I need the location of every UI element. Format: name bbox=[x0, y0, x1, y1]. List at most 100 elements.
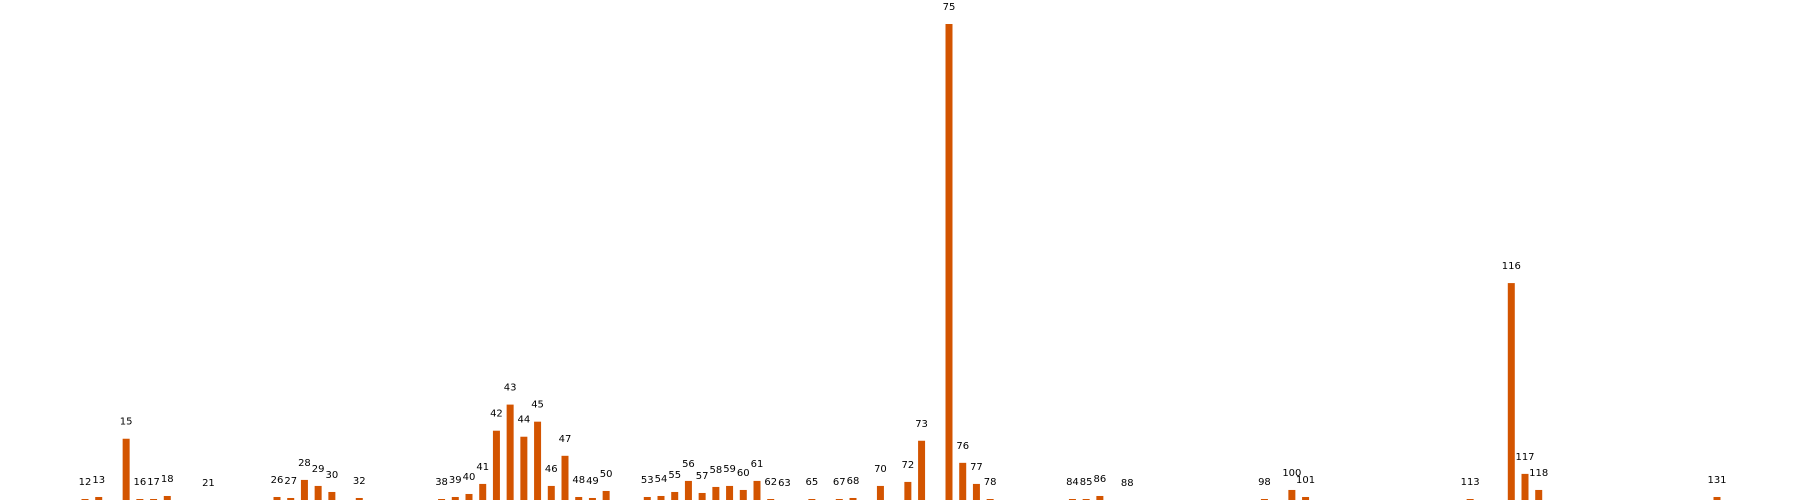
bar-43 bbox=[506, 404, 514, 500]
bar-42 bbox=[492, 430, 500, 500]
bar-label-67: 67 bbox=[833, 477, 846, 488]
bar-label-75: 75 bbox=[943, 2, 956, 13]
bar-label-88: 88 bbox=[1121, 478, 1134, 489]
bar-56 bbox=[684, 480, 692, 500]
bar-label-62: 62 bbox=[764, 477, 777, 488]
bar-label-85: 85 bbox=[1080, 477, 1093, 488]
bar-label-113: 113 bbox=[1461, 477, 1480, 488]
bar-73 bbox=[918, 440, 926, 500]
bar-label-63: 63 bbox=[778, 478, 791, 489]
bar-label-116: 116 bbox=[1502, 261, 1521, 272]
bar-label-45: 45 bbox=[531, 400, 544, 411]
bar-label-39: 39 bbox=[449, 475, 462, 486]
bar-label-40: 40 bbox=[463, 472, 476, 483]
bar-label-117: 117 bbox=[1515, 452, 1534, 463]
bar-53 bbox=[643, 496, 651, 500]
bar-label-21: 21 bbox=[202, 478, 215, 489]
bar-label-47: 47 bbox=[559, 434, 572, 445]
bar-47 bbox=[561, 455, 569, 500]
bar-label-59: 59 bbox=[723, 464, 736, 475]
bar-label-68: 68 bbox=[847, 476, 860, 487]
bar-label-73: 73 bbox=[915, 419, 928, 430]
bar-label-118: 118 bbox=[1529, 468, 1548, 479]
bar-26 bbox=[273, 496, 281, 500]
bar-30 bbox=[328, 491, 336, 500]
bar-label-16: 16 bbox=[133, 477, 146, 488]
bar-117 bbox=[1521, 473, 1529, 500]
bar-46 bbox=[547, 485, 555, 500]
bar-28 bbox=[300, 479, 308, 500]
bar-label-60: 60 bbox=[737, 468, 750, 479]
bar-68 bbox=[849, 497, 857, 500]
bar-label-44: 44 bbox=[517, 415, 530, 426]
bar-label-57: 57 bbox=[696, 471, 709, 482]
bar-label-30: 30 bbox=[325, 470, 338, 481]
bar-label-41: 41 bbox=[476, 462, 489, 473]
bar-label-77: 77 bbox=[970, 462, 983, 473]
bar-70 bbox=[876, 485, 884, 500]
bar-86 bbox=[1096, 495, 1104, 500]
bar-label-12: 12 bbox=[79, 477, 92, 488]
bar-label-55: 55 bbox=[668, 470, 681, 481]
bar-label-70: 70 bbox=[874, 464, 887, 475]
bar-label-100: 100 bbox=[1282, 468, 1301, 479]
bar-label-72: 72 bbox=[901, 460, 914, 471]
bar-77 bbox=[972, 483, 980, 500]
bar-label-78: 78 bbox=[984, 477, 997, 488]
bar-label-42: 42 bbox=[490, 409, 503, 420]
bar-55 bbox=[671, 491, 679, 500]
bar-label-56: 56 bbox=[682, 459, 695, 470]
bar-27 bbox=[287, 497, 295, 500]
bar-58 bbox=[712, 486, 720, 500]
bar-label-53: 53 bbox=[641, 475, 654, 486]
bar-49 bbox=[588, 497, 596, 500]
bar-label-58: 58 bbox=[709, 465, 722, 476]
bar-59 bbox=[726, 485, 734, 500]
bar-label-50: 50 bbox=[600, 469, 613, 480]
bar-label-48: 48 bbox=[572, 475, 585, 486]
bar-label-38: 38 bbox=[435, 477, 448, 488]
bar-label-15: 15 bbox=[120, 417, 133, 428]
bar-45 bbox=[534, 421, 542, 500]
bar-101 bbox=[1302, 496, 1310, 500]
bar-75 bbox=[945, 24, 953, 500]
bar-18 bbox=[163, 495, 171, 500]
bar-57 bbox=[698, 492, 706, 500]
bar-48 bbox=[575, 496, 583, 500]
bar-label-46: 46 bbox=[545, 464, 558, 475]
bar-131 bbox=[1713, 496, 1721, 500]
bar-13 bbox=[95, 496, 103, 500]
bar-41 bbox=[479, 483, 487, 500]
bar-40 bbox=[465, 493, 473, 500]
bar-61 bbox=[753, 480, 761, 500]
bar-label-61: 61 bbox=[751, 459, 764, 470]
bar-label-86: 86 bbox=[1093, 474, 1106, 485]
bar-39 bbox=[451, 496, 459, 500]
bar-label-26: 26 bbox=[271, 475, 284, 486]
bar-label-101: 101 bbox=[1296, 475, 1315, 486]
bar-54 bbox=[657, 495, 665, 500]
bar-label-13: 13 bbox=[92, 475, 105, 486]
bar-label-131: 131 bbox=[1707, 475, 1726, 486]
bar-label-54: 54 bbox=[655, 474, 668, 485]
bar-60 bbox=[739, 489, 747, 500]
bar-label-27: 27 bbox=[284, 476, 297, 487]
bar-76 bbox=[959, 462, 967, 500]
bars-layer bbox=[81, 24, 1721, 500]
bar-label-28: 28 bbox=[298, 458, 311, 469]
bar-label-32: 32 bbox=[353, 476, 366, 487]
bar-100 bbox=[1288, 489, 1296, 500]
bar-32 bbox=[355, 497, 363, 500]
bar-label-43: 43 bbox=[504, 383, 517, 394]
bar-label-76: 76 bbox=[956, 441, 969, 452]
bar-label-49: 49 bbox=[586, 476, 599, 487]
bar-29 bbox=[314, 485, 322, 500]
bar-118 bbox=[1535, 489, 1543, 500]
bar-label-18: 18 bbox=[161, 474, 174, 485]
bar-72 bbox=[904, 481, 912, 500]
bar-116 bbox=[1507, 283, 1515, 500]
